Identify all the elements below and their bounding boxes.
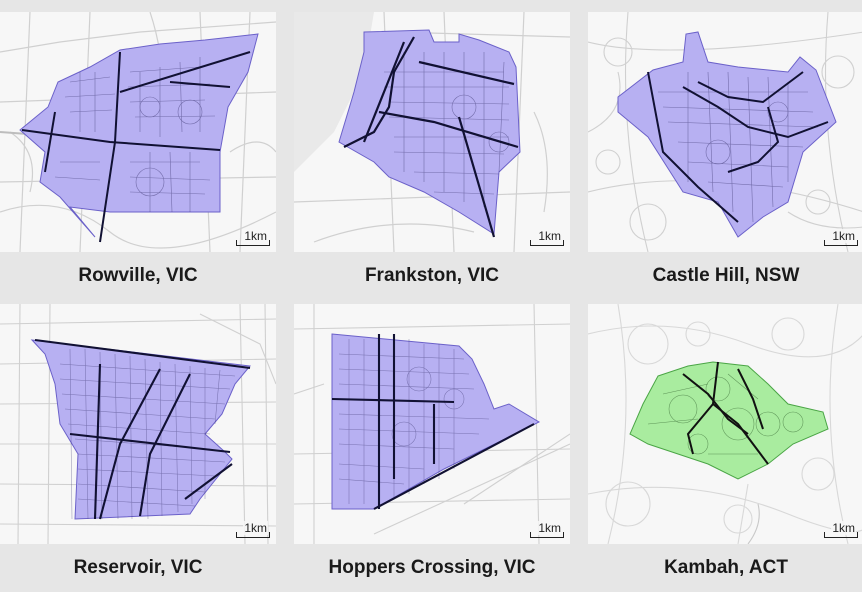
- suburb-map-grid: 1km Rowville, VIC: [0, 12, 862, 578]
- scale-label: 1km: [537, 521, 562, 535]
- panel-kambah: 1km Kambah, ACT: [588, 304, 862, 592]
- map-frankston: 1km: [294, 12, 570, 252]
- panel-reservoir: 1km Reservoir, VIC: [0, 304, 276, 592]
- map-svg-kambah: [588, 304, 862, 544]
- panel-frankston: 1km Frankston, VIC: [294, 12, 570, 300]
- scale-bar: 1km: [236, 229, 270, 248]
- map-svg-hoppers-crossing: [294, 304, 570, 544]
- caption-hoppers-crossing: Hoppers Crossing, VIC: [328, 557, 536, 578]
- map-reservoir: 1km: [0, 304, 276, 544]
- caption-kambah: Kambah, ACT: [664, 557, 788, 578]
- caption-castle-hill: Castle Hill, NSW: [652, 265, 800, 286]
- map-svg-reservoir: [0, 304, 276, 544]
- scale-label: 1km: [831, 229, 856, 243]
- caption-frankston: Frankston, VIC: [364, 265, 500, 286]
- scale-bar: 1km: [824, 521, 858, 540]
- scale-bar: 1km: [236, 521, 270, 540]
- scale-bar: 1km: [530, 521, 564, 540]
- caption-reservoir: Reservoir, VIC: [73, 557, 203, 578]
- map-rowville: 1km: [0, 12, 276, 252]
- panel-rowville: 1km Rowville, VIC: [0, 12, 276, 300]
- panel-castle-hill: 1km Castle Hill, NSW: [588, 12, 862, 300]
- map-svg-frankston: [294, 12, 570, 252]
- map-kambah: 1km: [588, 304, 862, 544]
- caption-rowville: Rowville, VIC: [78, 265, 198, 286]
- scale-label: 1km: [537, 229, 562, 243]
- scale-label: 1km: [831, 521, 856, 535]
- suburb-hoppers-crossing: [331, 333, 541, 510]
- map-castle-hill: 1km: [588, 12, 862, 252]
- suburb-castle-hill: [617, 31, 837, 238]
- scale-label: 1km: [243, 229, 268, 243]
- suburb-reservoir: [30, 339, 251, 520]
- map-hoppers-crossing: 1km: [294, 304, 570, 544]
- map-svg-castle-hill: [588, 12, 862, 252]
- scale-bar: 1km: [824, 229, 858, 248]
- suburb-frankston: [338, 29, 521, 235]
- scale-bar: 1km: [530, 229, 564, 248]
- scale-label: 1km: [243, 521, 268, 535]
- map-svg-rowville: [0, 12, 276, 252]
- panel-hoppers-crossing: 1km Hoppers Crossing, VIC: [294, 304, 570, 592]
